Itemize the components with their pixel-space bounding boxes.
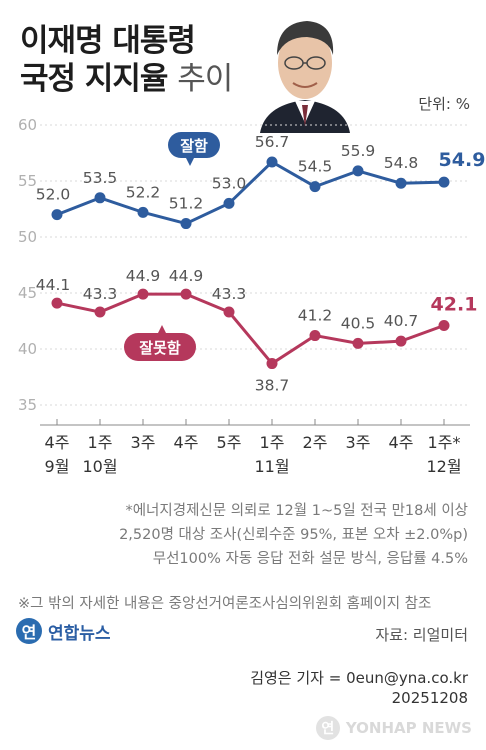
data-label: 40.7 <box>384 312 419 330</box>
legend-pointer-good <box>186 158 194 166</box>
x-tick-label: 3주 <box>131 433 156 452</box>
title-line2-bold: 국정 지지율 <box>20 61 168 97</box>
data-point <box>94 192 106 204</box>
y-tick-label: 40 <box>18 340 37 358</box>
data-label: 42.1 <box>431 293 478 315</box>
data-label: 54.9 <box>439 149 486 171</box>
x-tick-label: 4주 <box>45 433 70 452</box>
unit-label: 단위: % <box>418 95 470 113</box>
data-label: 44.1 <box>36 276 71 294</box>
x-tick-label: 2주 <box>303 433 328 452</box>
x-month-label: 10월 <box>82 457 117 476</box>
x-tick-label: 1주 <box>88 433 113 452</box>
data-point <box>137 288 149 300</box>
watermark-icon: 연 <box>315 716 340 740</box>
data-point <box>180 218 192 230</box>
y-tick-label: 55 <box>18 172 37 190</box>
data-label: 43.3 <box>212 285 247 303</box>
approval-line-chart: 35 40 45 50 55 60 4주 9월 1주 10월 3주 4주 5주 1주 11월 2주 3주 4주 1주… <box>18 116 486 476</box>
series-line-bad <box>56 292 445 366</box>
x-tick-label: 5주 <box>217 433 242 452</box>
data-label: 40.5 <box>341 314 376 332</box>
series-line-good <box>56 160 445 226</box>
watermark-text: YONHAP NEWS <box>345 719 472 737</box>
title-line2-light: 추이 <box>177 61 233 97</box>
y-tick-label: 45 <box>18 284 37 302</box>
x-tick-label: 4주 <box>174 433 199 452</box>
note-line1: *에너지경제신문 의뢰로 12월 1~5일 전국 만18세 이상 <box>125 503 468 519</box>
publish-date: 20251208 <box>391 689 468 707</box>
legend-label-bad: 잘못함 <box>139 339 181 357</box>
data-label: 53.5 <box>83 169 118 187</box>
data-point <box>309 181 321 193</box>
data-point <box>51 297 63 309</box>
data-point <box>180 288 192 300</box>
data-label: 53.0 <box>212 174 247 192</box>
data-point <box>223 306 235 318</box>
data-label: 55.9 <box>341 142 376 160</box>
reporter-credit: 김영은 기자 = 0eun@yna.co.kr 20251208 <box>250 668 468 708</box>
note-line3: 무선100% 자동 응답 전화 설문 방식, 응답률 4.5% <box>152 551 468 567</box>
reporter: 김영은 기자 = 0eun@yna.co.kr <box>250 669 468 687</box>
y-tick-label: 35 <box>18 396 37 414</box>
legend-badge-good <box>168 132 220 158</box>
data-point <box>266 156 278 168</box>
data-label: 52.0 <box>36 186 71 204</box>
data-point <box>137 206 149 218</box>
data-label: 44.9 <box>169 267 204 285</box>
data-point <box>51 209 63 221</box>
title-line1: 이재명 대통령 <box>20 23 196 59</box>
x-tick-label: 3주 <box>346 433 371 452</box>
legend-pointer-bad <box>158 325 166 333</box>
data-point <box>223 197 235 209</box>
y-tick-label: 50 <box>18 228 37 246</box>
x-tick-label: 4주 <box>389 433 414 452</box>
data-point <box>438 319 450 331</box>
x-month-label: 12월 <box>426 457 461 476</box>
data-point <box>352 165 364 177</box>
data-label: 41.2 <box>298 307 333 325</box>
data-label: 52.2 <box>126 183 161 201</box>
x-month-label: 11월 <box>254 457 289 476</box>
x-tick-label: 1주 <box>260 433 285 452</box>
yonhap-logo: 연 연합뉴스 <box>16 618 111 644</box>
data-label: 38.7 <box>255 377 290 395</box>
source-label: 자료: 리얼미터 <box>375 626 468 644</box>
x-month-label: 9월 <box>45 457 70 476</box>
data-point <box>266 358 278 370</box>
y-tick-label: 60 <box>18 116 37 134</box>
data-point <box>94 306 106 318</box>
data-label: 43.3 <box>83 285 118 303</box>
note-line2: 2,520명 대상 조사(신뢰수준 95%, 표본 오차 ±2.0%p) <box>119 527 468 543</box>
data-label: 51.2 <box>169 195 204 213</box>
data-point <box>352 337 364 349</box>
data-label: 44.9 <box>126 267 161 285</box>
yonhap-logo-icon: 연 <box>16 618 42 644</box>
legend-badge-bad <box>124 333 196 361</box>
logo-text: 연합뉴스 <box>48 623 111 644</box>
data-label: 54.8 <box>384 154 419 172</box>
data-label: 54.5 <box>298 158 333 176</box>
chart-title: 이재명 대통령 국정 지지율 추이 <box>20 22 233 98</box>
x-tick-label: 1주* <box>428 433 461 452</box>
data-point <box>438 176 450 188</box>
note-line4: ※그 밖의 자세한 내용은 중앙선거여론조사심의위원회 홈페이지 참조 <box>18 596 432 612</box>
yonhap-watermark: 연 YONHAP NEWS <box>315 716 472 740</box>
data-point <box>395 335 407 347</box>
president-portrait-image <box>255 5 355 133</box>
legend-label-good: 잘함 <box>180 137 208 155</box>
data-point <box>395 177 407 189</box>
data-point <box>309 330 321 342</box>
data-label: 56.7 <box>255 133 290 151</box>
